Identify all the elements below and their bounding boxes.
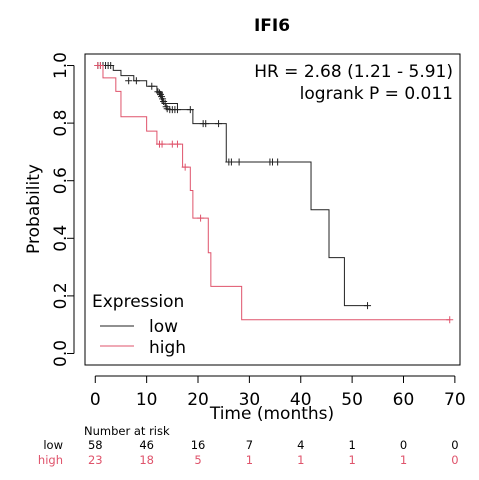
plot-frame [84, 53, 461, 366]
risk-count-low: 4 [297, 438, 304, 452]
risk-count-low: 7 [246, 438, 253, 452]
risk-count-low: 0 [451, 438, 458, 452]
censor-mark-low [161, 100, 169, 108]
risk-count-high: 1 [348, 453, 355, 467]
censor-mark-low [148, 82, 156, 90]
x-tick-label: 20 [187, 390, 209, 410]
risk-table-title: Number at risk [84, 424, 170, 438]
survival-curve-high [95, 65, 450, 321]
censor-mark-high [96, 62, 104, 70]
censor-mark-low [202, 120, 210, 128]
survival-curves [94, 62, 454, 324]
survival-curve-low [95, 65, 368, 307]
risk-count-low: 46 [139, 438, 154, 452]
y-tick-label: 1.0 [51, 52, 71, 79]
hr-annotation: HR = 2.68 (1.21 - 5.91) [254, 62, 453, 82]
risk-row-label-low: low [43, 438, 63, 452]
x-tick-label: 60 [393, 390, 415, 410]
risk-count-low: 16 [191, 438, 206, 452]
x-axis-label: Time (months) [209, 404, 334, 424]
risk-count-low: 0 [400, 438, 407, 452]
x-tick-label: 50 [341, 390, 363, 410]
legend: Expression low high [92, 292, 186, 358]
risk-count-low: 58 [88, 438, 103, 452]
censor-mark-high [173, 140, 181, 148]
censor-mark-high [446, 316, 454, 324]
censor-mark-high [181, 163, 189, 171]
legend-title: Expression [92, 292, 184, 312]
legend-entry-low: low [149, 317, 178, 337]
censor-mark-low [125, 77, 133, 85]
censor-mark-low [132, 77, 140, 85]
censor-mark-low [107, 62, 115, 70]
risk-count-high: 1 [246, 453, 253, 467]
censor-mark-low [274, 158, 282, 166]
censor-mark-low [364, 302, 372, 310]
risk-row-label-high: high [38, 453, 63, 467]
censor-mark-low [155, 89, 163, 97]
y-tick-label: 0.8 [51, 110, 71, 137]
risk-count-high: 1 [297, 453, 304, 467]
x-tick-label: 30 [239, 390, 261, 410]
censor-mark-low [186, 106, 194, 114]
y-tick-label: 0.0 [51, 340, 71, 367]
censor-mark-low [173, 106, 181, 114]
censor-mark-high [197, 214, 205, 222]
risk-count-high: 23 [88, 453, 103, 467]
y-axis-label: Probability [24, 164, 44, 254]
risk-count-low: 1 [348, 438, 355, 452]
y-tick-label: 0.6 [51, 167, 71, 194]
censor-mark-low [215, 120, 223, 128]
x-tick-label: 40 [290, 390, 312, 410]
risk-count-high: 1 [400, 453, 407, 467]
x-tick-label: 10 [136, 390, 158, 410]
risk-count-high: 18 [139, 453, 154, 467]
y-axis: 0.0 0.2 0.4 0.6 0.8 1.0 [51, 52, 75, 367]
y-tick-label: 0.2 [51, 282, 71, 309]
censor-mark-low [227, 158, 235, 166]
logrank-annotation: logrank P = 0.011 [300, 84, 453, 104]
chart-title: IFI6 [254, 16, 290, 36]
x-tick-label: 70 [444, 390, 466, 410]
legend-entry-high: high [149, 338, 186, 358]
x-axis: 0 10 20 30 40 50 60 70 [90, 375, 466, 410]
risk-count-high: 0 [451, 453, 458, 467]
risk-count-high: 5 [194, 453, 201, 467]
censor-mark-low [235, 158, 243, 166]
y-tick-label: 0.4 [51, 225, 71, 252]
x-tick-label: 0 [90, 390, 101, 410]
censor-mark-high [158, 140, 166, 148]
